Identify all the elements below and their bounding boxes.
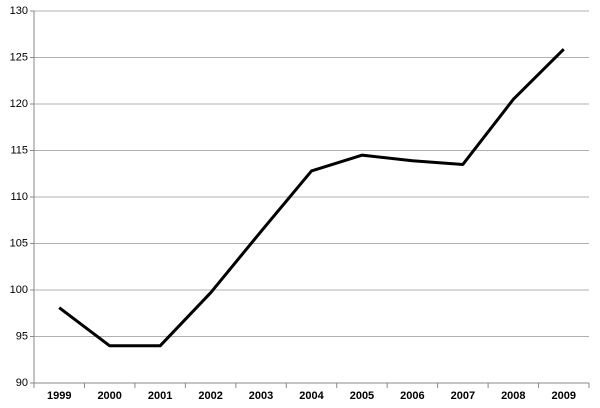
x-tick-label: 2009 <box>552 390 576 402</box>
y-tick-label: 120 <box>10 98 28 110</box>
x-tick-label: 2008 <box>501 390 525 402</box>
x-tick-label: 2002 <box>198 390 222 402</box>
y-tick-label: 100 <box>10 284 28 296</box>
data-line <box>58 48 565 348</box>
y-tick-label: 95 <box>16 330 28 342</box>
x-tick-label: 2005 <box>350 390 374 402</box>
x-tick-label: 2000 <box>97 390 121 402</box>
x-tick-label: 2006 <box>400 390 424 402</box>
y-tick-label: 90 <box>16 377 28 389</box>
x-tick-label: 2003 <box>249 390 273 402</box>
y-tick-label: 130 <box>10 5 28 17</box>
y-tick-label: 105 <box>10 237 28 249</box>
x-tick-label: 1999 <box>47 390 71 402</box>
x-tick-label: 2007 <box>451 390 475 402</box>
y-tick-label: 115 <box>10 144 28 156</box>
y-tick-label: 125 <box>10 51 28 63</box>
x-tick-label: 2004 <box>299 390 324 402</box>
y-tick-label: 110 <box>10 191 28 203</box>
x-tick-label: 2001 <box>148 390 172 402</box>
